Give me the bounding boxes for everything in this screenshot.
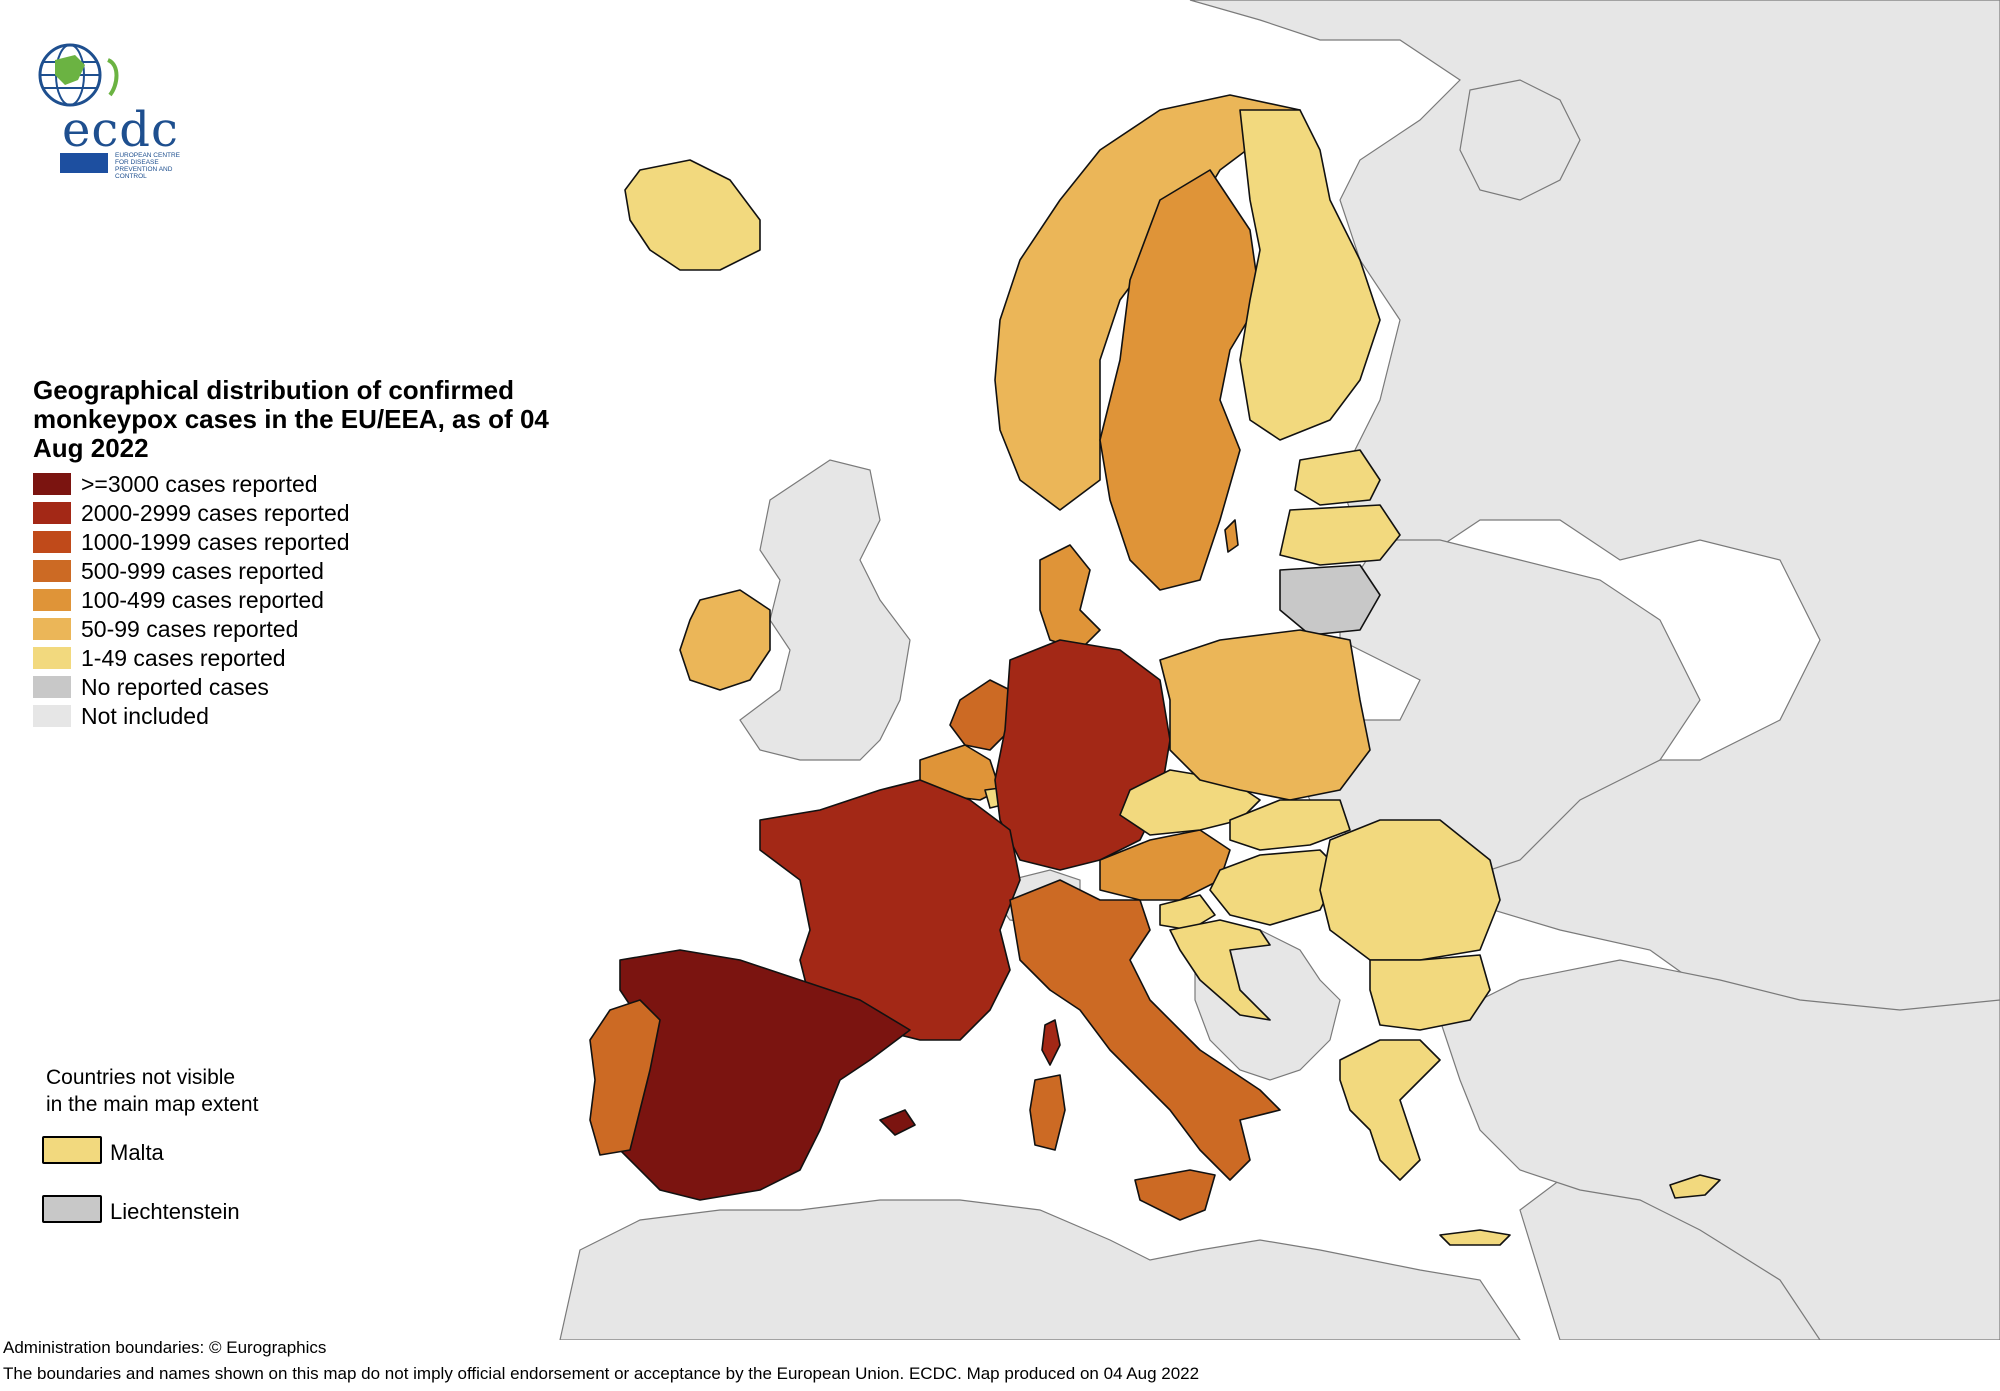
- eu-flag-icon: [60, 153, 108, 173]
- logo-wordmark: ecdc: [62, 102, 179, 158]
- legend-swatch: [33, 676, 71, 698]
- uk-land: [739, 459, 911, 761]
- liechtenstein-swatch: [42, 1195, 102, 1223]
- legend-label: 50-99 cases reported: [81, 616, 299, 642]
- country-portugal: [589, 999, 661, 1156]
- country-france: [759, 779, 1021, 1041]
- malta-swatch: [42, 1136, 102, 1164]
- europe-map: [559, 0, 2000, 1340]
- country-hungary: [1209, 849, 1341, 926]
- country-estonia: [1294, 449, 1381, 506]
- russia-north-land: [1459, 79, 1581, 201]
- legend-swatch: [33, 705, 71, 727]
- legend-swatch: [33, 647, 71, 669]
- island-corsica: [1041, 1019, 1061, 1066]
- country-italy: [1009, 879, 1281, 1181]
- legend-label: No reported cases: [81, 674, 269, 700]
- country-croatia: [1169, 919, 1271, 1021]
- liechtenstein-label: Liechtenstein: [110, 1199, 240, 1224]
- country-lithuania: [1279, 564, 1381, 636]
- legend-swatch: [33, 531, 71, 553]
- country-iceland: [624, 159, 761, 271]
- country-cyprus: [1669, 1174, 1721, 1199]
- legend-label: 100-499 cases reported: [81, 587, 324, 613]
- footer-disclaimer: The boundaries and names shown on this m…: [3, 1364, 1200, 1383]
- island-crete: [1439, 1229, 1511, 1246]
- legend-label: >=3000 cases reported: [81, 471, 318, 497]
- logo-subtitle: EUROPEAN CENTRE FOR DISEASE PREVENTION A…: [115, 152, 181, 180]
- country-sweden: [1099, 169, 1261, 591]
- country-poland: [1159, 629, 1371, 801]
- island-balearic: [879, 1109, 916, 1136]
- turkey-land: [1439, 959, 2000, 1340]
- legend-label: Not included: [81, 703, 209, 729]
- legend-swatch: [33, 589, 71, 611]
- country-denmark: [1039, 544, 1101, 651]
- country-finland: [1239, 109, 1381, 441]
- footer-attribution: Administration boundaries: © Eurographic…: [3, 1338, 327, 1357]
- legend-swatch: [33, 502, 71, 524]
- legend-swatch: [33, 618, 71, 640]
- malta-label: Malta: [110, 1140, 164, 1165]
- island-gotland: [1224, 519, 1239, 553]
- island-sardinia: [1029, 1074, 1066, 1151]
- country-ireland: [679, 589, 771, 691]
- inset-title: Countries not visible in the main map ex…: [46, 1064, 258, 1118]
- country-bulgaria: [1369, 954, 1491, 1031]
- legend-label: 1000-1999 cases reported: [81, 529, 350, 555]
- island-sicily: [1134, 1169, 1216, 1221]
- map-title: Geographical distribution of confirmed m…: [33, 375, 549, 463]
- country-slovenia: [1159, 894, 1216, 931]
- legend-label: 2000-2999 cases reported: [81, 500, 350, 526]
- north-africa-land: [559, 1199, 1521, 1340]
- ecdc-logo: ecdc EUROPEAN CENTRE FOR DISEASE PREVENT…: [30, 40, 190, 180]
- legend-swatch: [33, 560, 71, 582]
- legend-label: 1-49 cases reported: [81, 645, 286, 671]
- globe-icon: [38, 43, 119, 107]
- country-netherlands: [949, 679, 1011, 751]
- legend-label: 500-999 cases reported: [81, 558, 324, 584]
- legend-swatch: [33, 473, 71, 495]
- inset-title-line1: Countries not visible: [46, 1066, 236, 1089]
- country-latvia: [1279, 504, 1401, 566]
- country-greece: [1339, 1039, 1441, 1181]
- country-romania: [1319, 819, 1501, 961]
- country-slovakia: [1229, 799, 1351, 851]
- inset-title-line2: in the main map extent: [46, 1093, 259, 1116]
